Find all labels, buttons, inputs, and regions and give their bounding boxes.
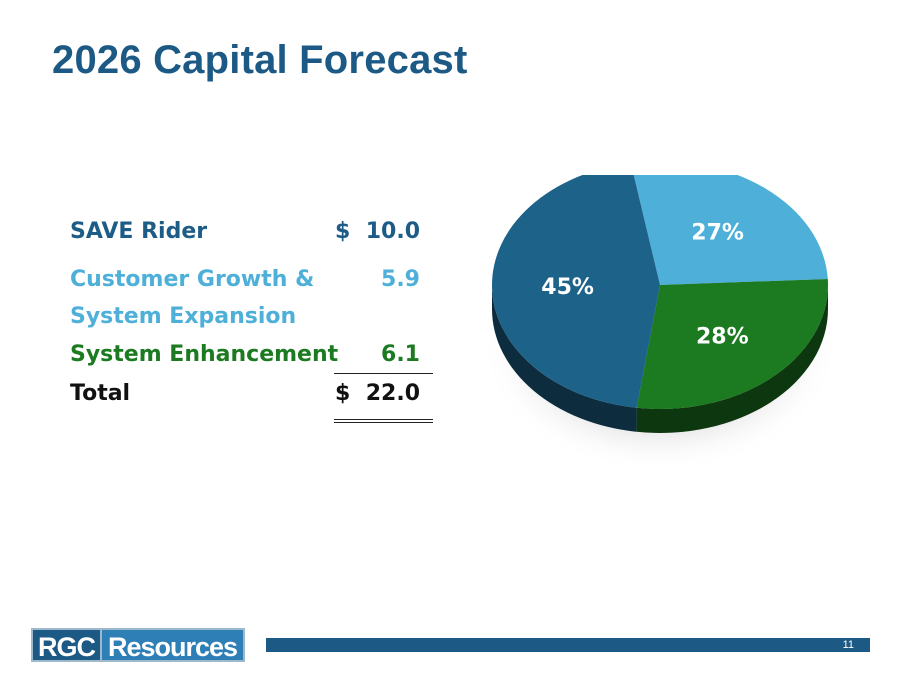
row-value: 6.1 xyxy=(381,342,420,367)
pie-labels: 27% 28% 45% xyxy=(541,221,748,350)
logo-resources-text: Resources xyxy=(102,628,246,662)
row-label: Customer Growth & xyxy=(70,267,315,292)
page-number: 11 xyxy=(842,639,854,651)
pie-label-1: 28% xyxy=(696,324,749,349)
page-title: 2026 Capital Forecast xyxy=(52,38,468,82)
pie-slice-0 xyxy=(633,175,828,285)
pie-label-0: 27% xyxy=(691,221,744,246)
row-amount: 22.0 xyxy=(365,381,420,406)
footer-bar: 11 xyxy=(266,638,870,652)
pie-chart: 27% 28% 45% xyxy=(482,175,838,472)
row-label: SAVE Rider xyxy=(70,219,208,244)
subtotal-rule xyxy=(334,373,433,374)
row-value: $22.0 xyxy=(335,375,420,413)
pie-slice-2 xyxy=(492,175,660,408)
row-label: System Enhancement xyxy=(70,342,339,367)
pie-sides xyxy=(492,285,828,433)
pie-side-1 xyxy=(636,285,828,433)
row-value: 5.9 xyxy=(381,267,420,292)
dollar-sign: $ xyxy=(335,219,351,244)
pie-side-2 xyxy=(492,285,637,432)
row-amount: 10.0 xyxy=(365,219,420,244)
pie-slice-1 xyxy=(636,278,828,409)
dollar-sign: $ xyxy=(335,381,351,406)
row-label: System Expansion xyxy=(70,304,297,329)
row-label: Total xyxy=(70,381,131,406)
pie-top xyxy=(492,175,828,409)
row-value: $10.0 xyxy=(335,213,420,251)
rgc-resources-logo: RGC Resources xyxy=(31,628,246,662)
logo-rgc-text: RGC xyxy=(31,628,102,662)
total-double-rule xyxy=(334,419,433,423)
pie-label-2: 45% xyxy=(541,275,594,300)
